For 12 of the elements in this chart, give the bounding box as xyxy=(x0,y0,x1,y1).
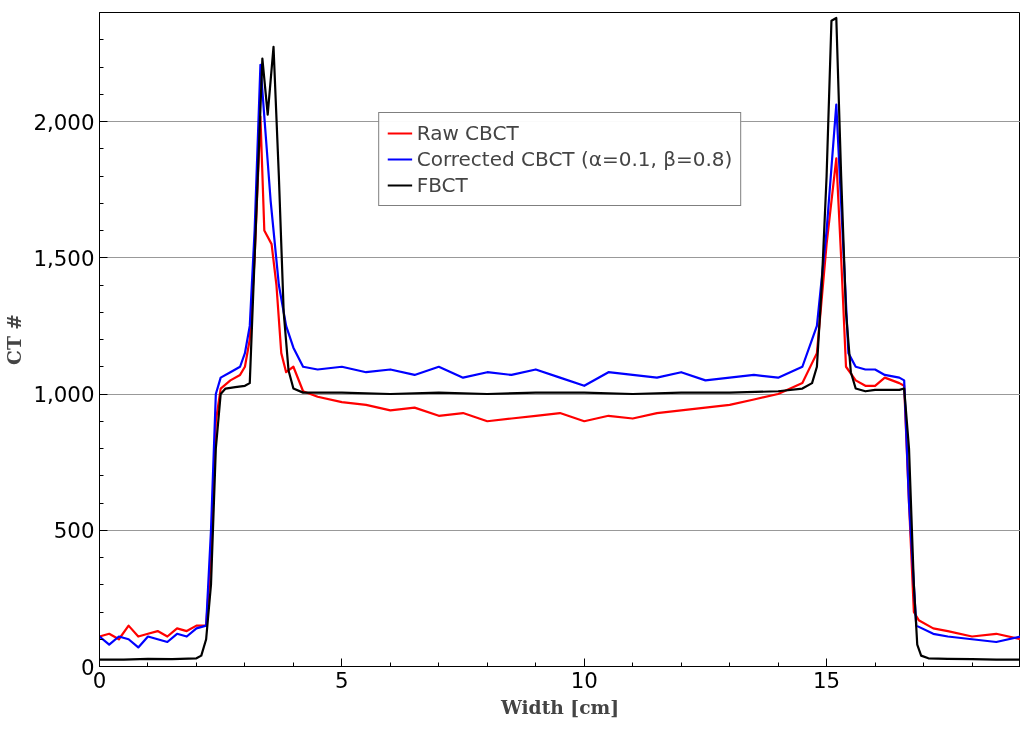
y-tick-label: 2,000 xyxy=(33,109,95,135)
x-tick-label: 15 xyxy=(813,667,841,693)
legend-label: Raw CBCT xyxy=(416,121,519,145)
y-tick-label: 1,500 xyxy=(33,245,95,271)
x-tick-label: 5 xyxy=(335,667,349,693)
legend-label: FBCT xyxy=(416,173,468,197)
y-axis-title: CT # xyxy=(3,314,26,365)
x-axis-title: Width [cm] xyxy=(499,695,620,718)
x-tick-label: 10 xyxy=(570,667,598,693)
legend-label: Corrected CBCT (α=0.1, β=0.8) xyxy=(416,147,733,171)
y-tick-label: 1,000 xyxy=(33,382,95,407)
y-tick-label: 500 xyxy=(53,518,95,544)
